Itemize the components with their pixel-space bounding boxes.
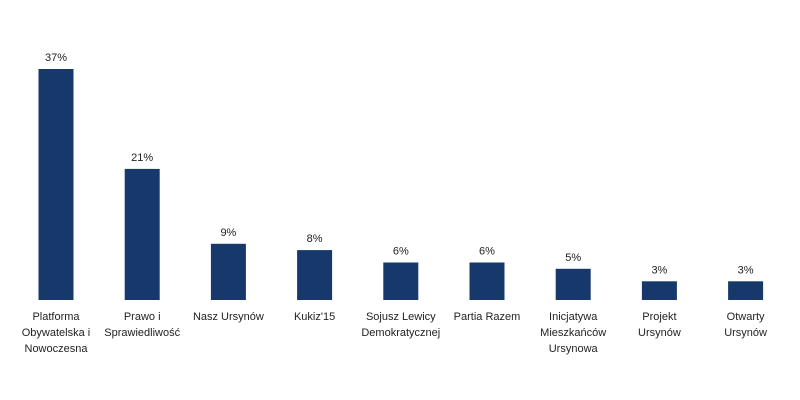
category-label-line: Mieszkańców <box>540 327 606 339</box>
category-label-8: Otwarty Ursynów <box>724 311 767 339</box>
category-label-line: Partia Razem <box>454 311 521 323</box>
category-label-7: Projekt Ursynów <box>638 311 681 339</box>
category-label-line: Platforma <box>32 311 80 323</box>
bar-value-label-1: 21% <box>131 152 153 164</box>
category-label-4: Sojusz Lewicy Demokratycznej <box>361 311 440 339</box>
bar-2 <box>210 243 246 300</box>
category-label-line: Projekt <box>642 311 676 323</box>
category-label-2: Nasz Ursynów <box>193 311 264 323</box>
category-label-line: Demokratycznej <box>361 327 440 339</box>
category-label-1: Prawo i Sprawiedliwość <box>104 311 180 339</box>
bar-3 <box>297 250 333 300</box>
value-labels-group: 37% 21% 9% 8% 6% 6% 5% 3% 3% <box>45 52 754 276</box>
category-label-line: Otwarty <box>727 311 765 323</box>
category-label-line: Kukiz'15 <box>294 311 335 323</box>
category-label-5: Partia Razem <box>454 311 521 323</box>
bar-value-label-8: 3% <box>738 264 754 276</box>
bar-value-label-0: 37% <box>45 52 67 64</box>
bar-value-label-7: 3% <box>651 264 667 276</box>
bar-1 <box>124 168 160 300</box>
category-label-line: Nasz Ursynów <box>193 311 264 323</box>
category-labels-group: Platforma Obywatelska i Nowoczesna Prawo i S… <box>22 311 767 355</box>
category-label-3: Kukiz'15 <box>294 311 335 323</box>
category-label-line: Nowoczesna <box>25 343 89 355</box>
bar-0 <box>38 69 74 300</box>
category-label-line: Sprawiedliwość <box>104 327 180 339</box>
category-label-line: Inicjatywa <box>549 311 598 323</box>
category-label-6: Inicjatywa Mieszkańców Ursynowa <box>540 311 606 355</box>
bar-5 <box>469 262 505 300</box>
bar-value-label-6: 5% <box>565 252 581 264</box>
bar-4 <box>383 262 419 300</box>
bar-value-label-3: 8% <box>307 233 323 245</box>
bar-6 <box>555 268 591 300</box>
category-label-line: Prawo i <box>124 311 161 323</box>
category-label-line: Ursynów <box>638 327 681 339</box>
category-label-line: Obywatelska i <box>22 327 90 339</box>
bar-value-label-2: 9% <box>220 227 236 239</box>
bar-value-label-4: 6% <box>393 246 409 258</box>
category-label-line: Ursynów <box>724 327 767 339</box>
bar-value-label-5: 6% <box>479 246 495 258</box>
bar-8 <box>728 281 764 300</box>
category-label-0: Platforma Obywatelska i Nowoczesna <box>22 311 90 355</box>
bars-group <box>38 69 764 300</box>
category-label-line: Sojusz Lewicy <box>366 311 436 323</box>
category-label-line: Ursynowa <box>549 343 599 355</box>
bar-7 <box>641 281 677 300</box>
